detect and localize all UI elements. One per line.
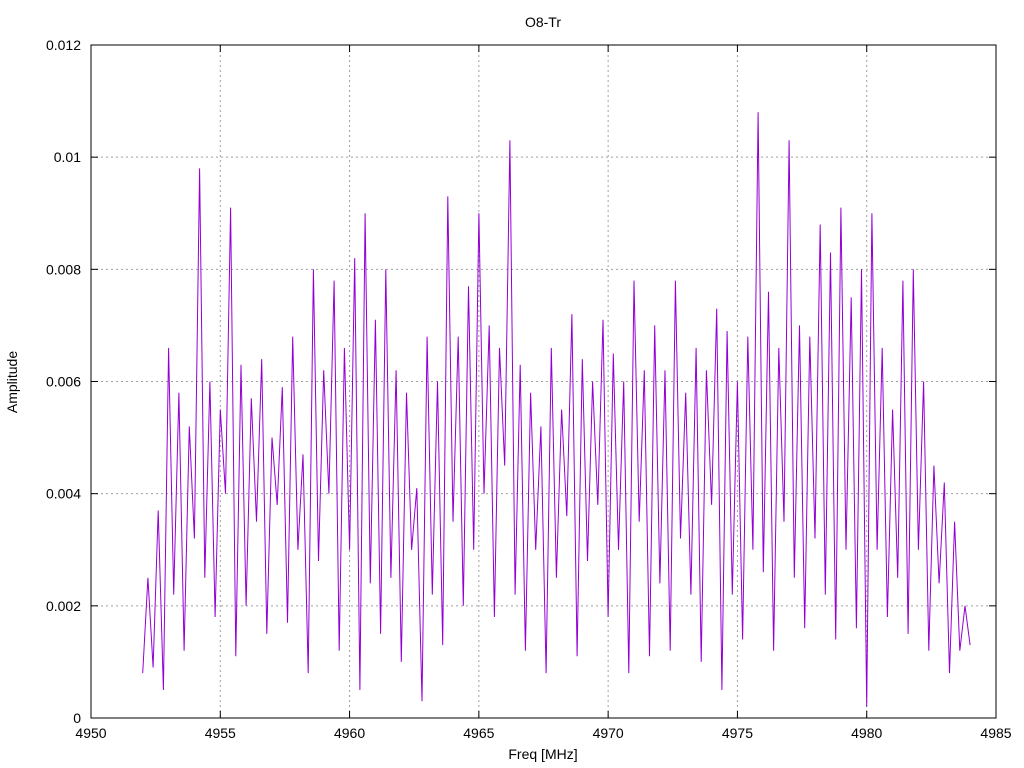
x-tick-label: 4975 xyxy=(722,725,753,741)
x-tick-label: 4960 xyxy=(334,725,365,741)
x-tick-label: 4955 xyxy=(205,725,236,741)
y-tick-label: 0.006 xyxy=(46,374,81,390)
y-tick-label: 0.004 xyxy=(46,486,81,502)
x-axis-label: Freq [MHz] xyxy=(508,746,577,762)
y-tick-label: 0.012 xyxy=(46,37,81,53)
y-axis-label: Amplitude xyxy=(4,351,20,413)
x-tick-label: 4970 xyxy=(593,725,624,741)
x-tick-label: 4965 xyxy=(463,725,494,741)
y-tick-label: 0.008 xyxy=(46,261,81,277)
x-tick-label: 4985 xyxy=(980,725,1011,741)
y-tick-label: 0.01 xyxy=(54,149,81,165)
chart-title: O8-Tr xyxy=(525,14,561,30)
y-tick-label: 0.002 xyxy=(46,598,81,614)
amplitude-series-line xyxy=(142,112,971,707)
x-axis: 4950 4955 4960 4965 4970 4975 4980 4985 xyxy=(75,45,1012,741)
x-tick-label: 4950 xyxy=(75,725,106,741)
x-tick-label: 4980 xyxy=(851,725,882,741)
series xyxy=(142,112,971,707)
y-tick-label: 0 xyxy=(73,710,81,726)
y-axis: 0 0.002 0.004 0.006 0.008 0.01 0.012 xyxy=(46,37,996,726)
